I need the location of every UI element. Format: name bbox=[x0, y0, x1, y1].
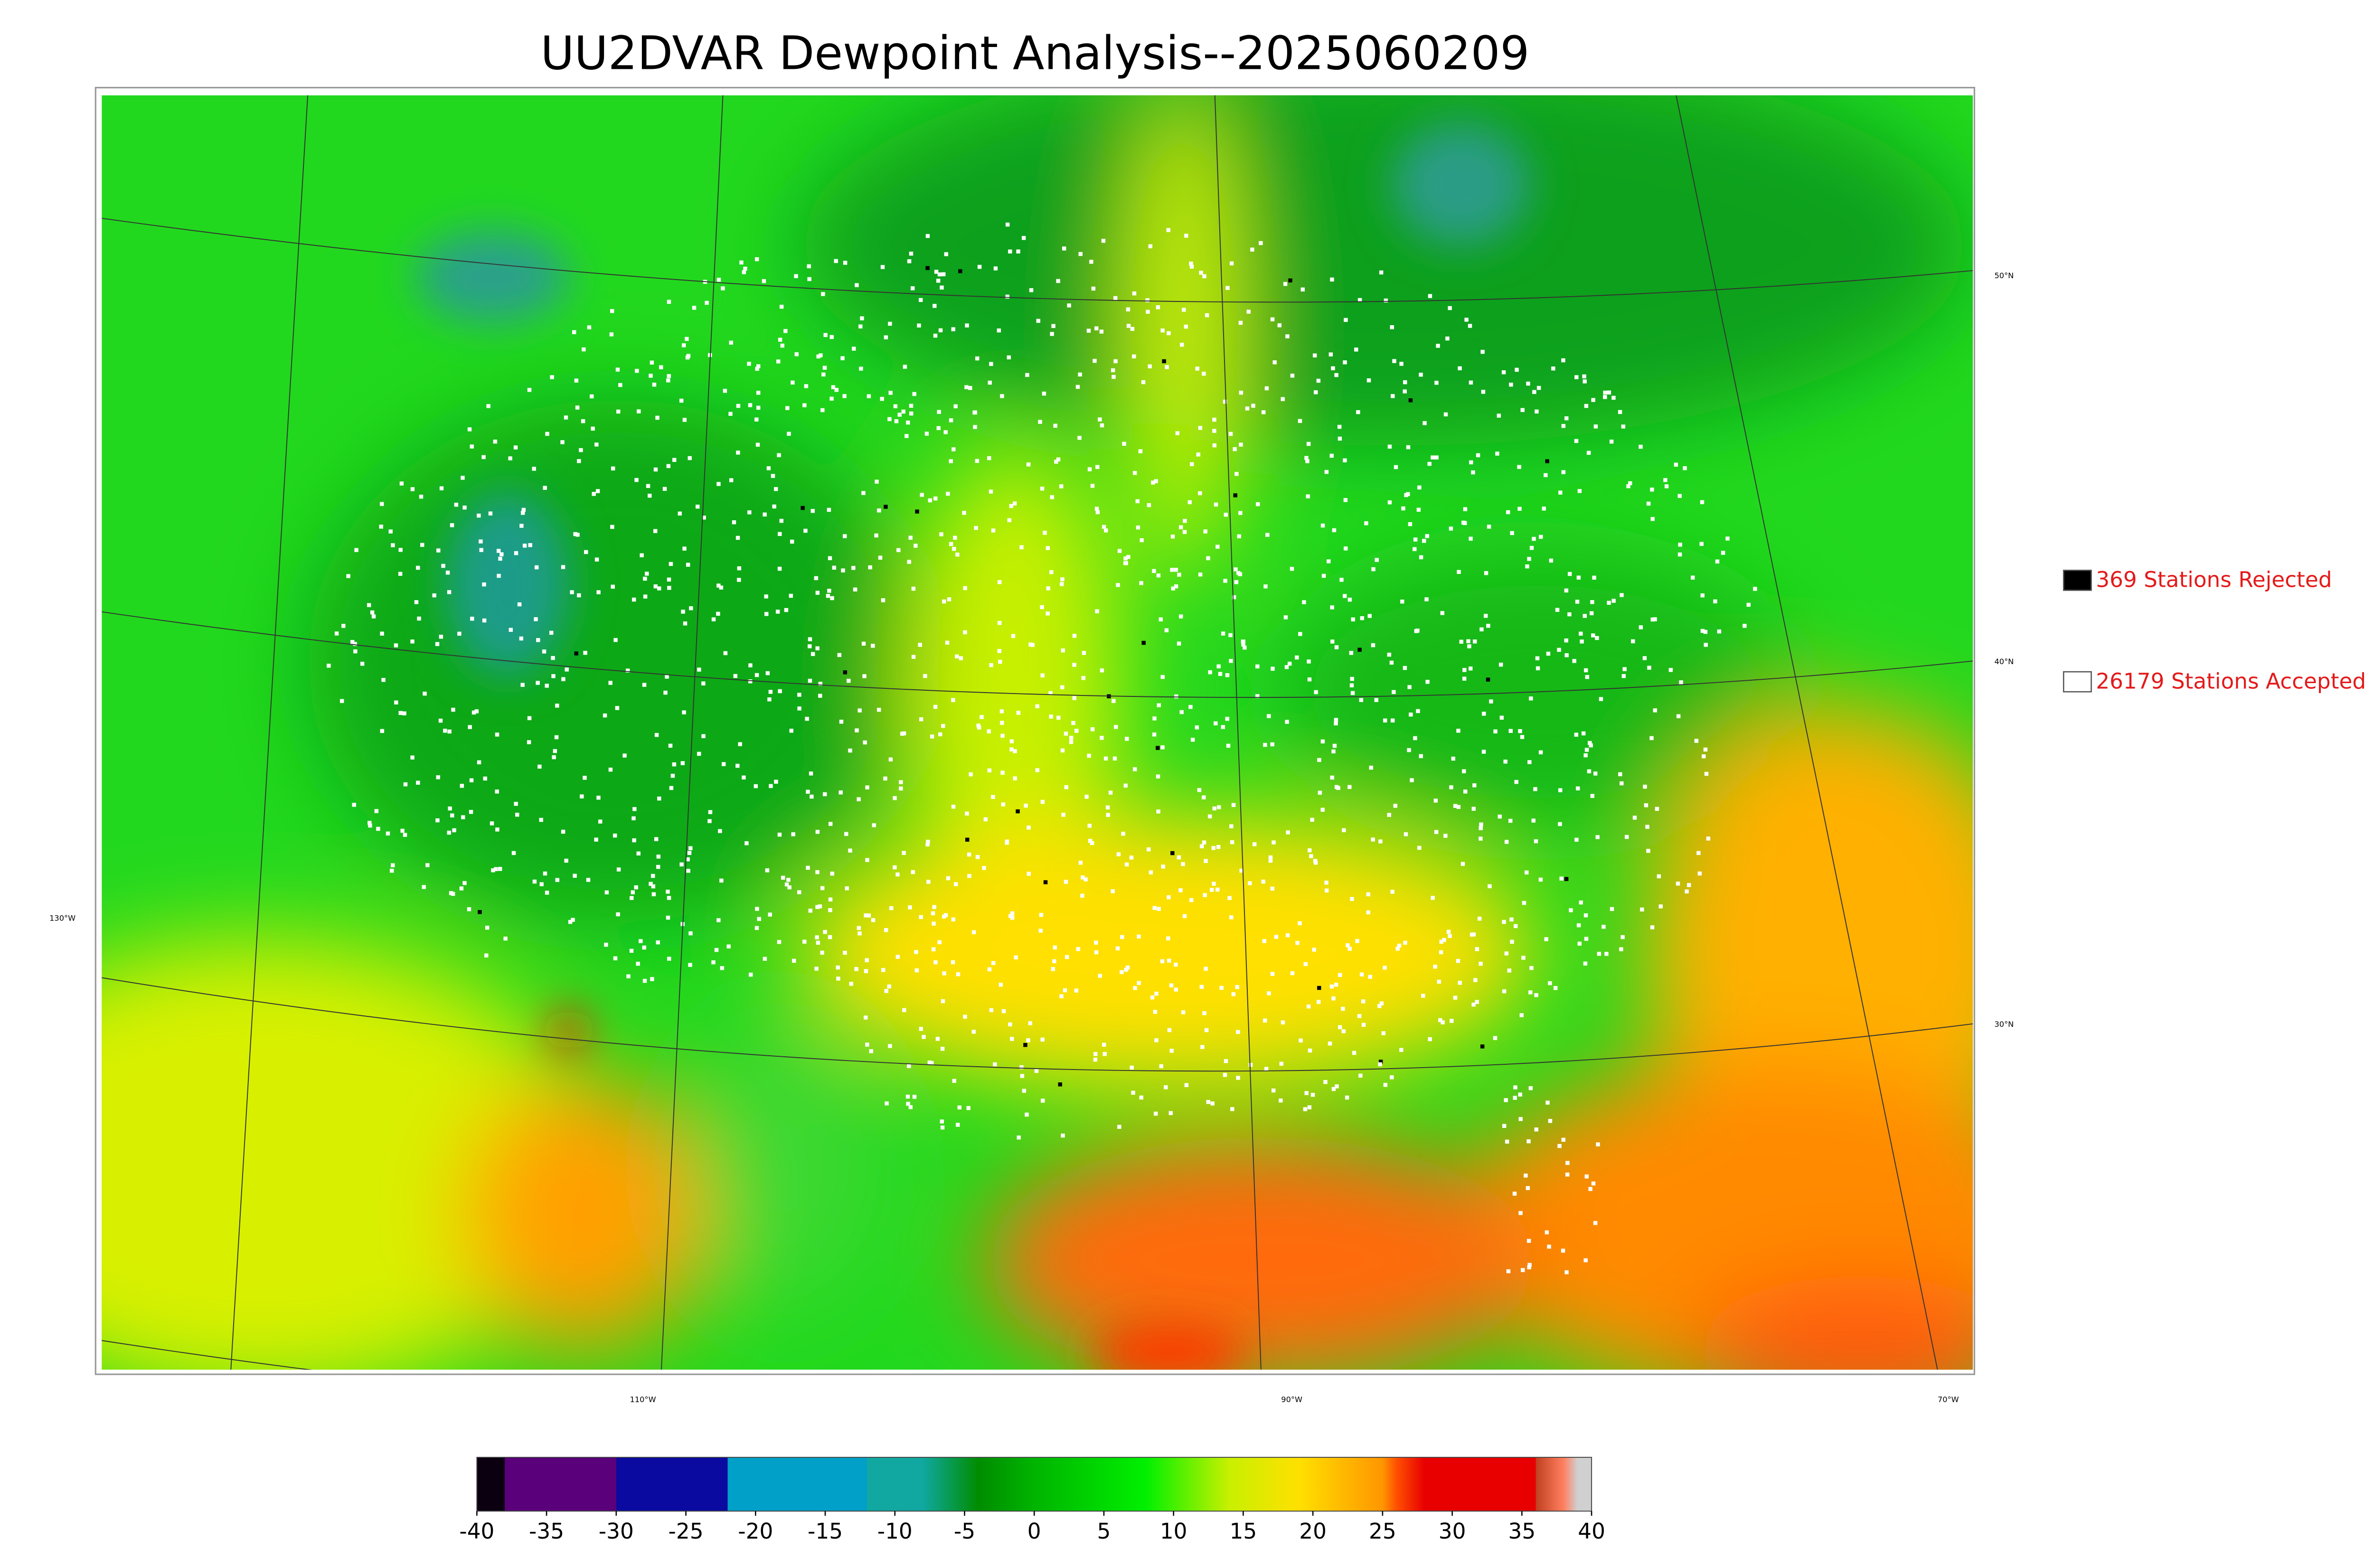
colorbar-tick-label: -30 bbox=[599, 1519, 634, 1544]
lat-label: 30°N bbox=[1995, 1020, 2014, 1029]
lat-label: 50°N bbox=[1995, 271, 2014, 280]
colorbar-tick-label: 40 bbox=[1578, 1519, 1605, 1544]
legend: 369 Stations Rejected 26179 Stations Acce… bbox=[2063, 567, 2366, 694]
graticule bbox=[102, 95, 1973, 1370]
lon-label: 130°W bbox=[49, 914, 75, 923]
colorbar-tick-label: 35 bbox=[1508, 1519, 1536, 1544]
colorbar-tick-label: -15 bbox=[808, 1519, 843, 1544]
colorbar-tick-label: -10 bbox=[877, 1519, 913, 1544]
colorbar-tick-label: -35 bbox=[529, 1519, 564, 1544]
colorbar-tick-label: 20 bbox=[1299, 1519, 1327, 1544]
legend-swatch bbox=[2063, 671, 2092, 693]
colorbar-tick-label: -40 bbox=[459, 1519, 494, 1544]
legend-label: 26179 Stations Accepted bbox=[2096, 668, 2366, 694]
legend-label: 369 Stations Rejected bbox=[2096, 567, 2332, 592]
lon-label: 90°W bbox=[1281, 1395, 1302, 1404]
lon-label: 110°W bbox=[630, 1395, 656, 1404]
lon-label: 70°W bbox=[1938, 1395, 1959, 1404]
dewpoint-field bbox=[102, 95, 1973, 1370]
colorbar-tick-label: -20 bbox=[738, 1519, 773, 1544]
colorbar-tick-label: -5 bbox=[954, 1519, 975, 1544]
graticule-labels: 50°N 40°N 30°N 130°W 110°W 90°W 70°W bbox=[49, 271, 2014, 1404]
title: UU2DVAR Dewpoint Analysis--2025060209 bbox=[540, 27, 1529, 80]
station-markers bbox=[327, 222, 1757, 1275]
colorbar-tick-label: 25 bbox=[1369, 1519, 1396, 1544]
colorbar-tick-label: 10 bbox=[1160, 1519, 1187, 1544]
colorbar-tick-label: 30 bbox=[1439, 1519, 1466, 1544]
colorbar-scale bbox=[476, 1456, 1592, 1512]
colorbar-tick-label: 0 bbox=[1027, 1519, 1041, 1544]
legend-swatch bbox=[2063, 570, 2092, 591]
lat-label: 40°N bbox=[1995, 657, 2014, 666]
colorbar-tick-label: -25 bbox=[669, 1519, 704, 1544]
colorbar-tick-label: 15 bbox=[1230, 1519, 1257, 1544]
colorbar-tick-label: 5 bbox=[1097, 1519, 1111, 1544]
colorbar: -40 -35 -30 -25 -20 -15 -10 -5 0 5 10 15 20 25 30 35 40 bbox=[459, 1456, 1605, 1544]
